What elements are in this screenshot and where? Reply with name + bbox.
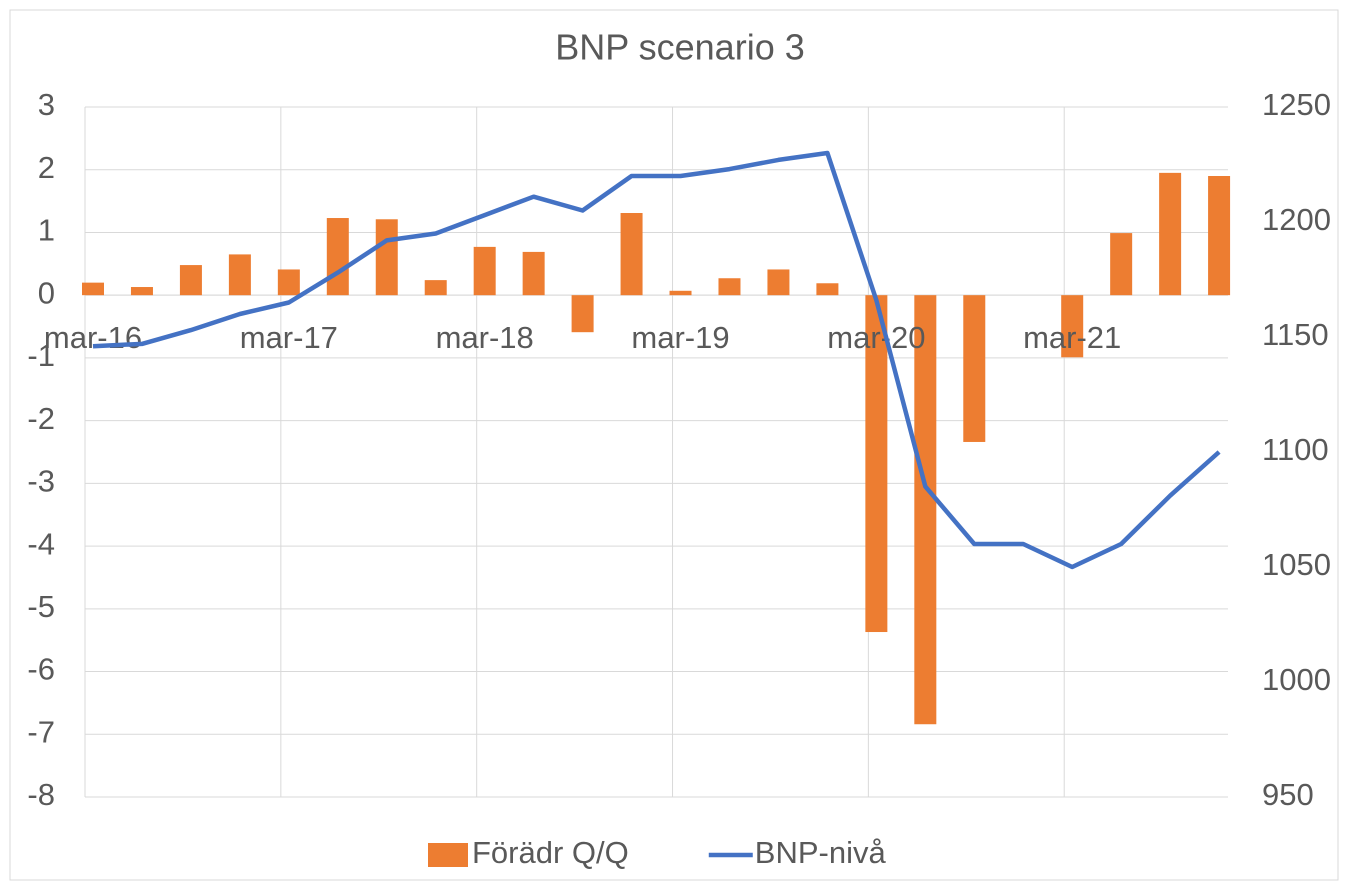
y2-tick-label: 1150	[1262, 317, 1329, 352]
legend-label: BNP-nivå	[755, 835, 887, 870]
bar	[571, 295, 594, 333]
bar	[179, 265, 202, 296]
x-tick-label: mar-17	[240, 320, 338, 355]
bar	[375, 219, 398, 296]
bar	[326, 218, 349, 296]
y-tick-label: -4	[27, 526, 55, 561]
legend-label: Förädr Q/Q	[472, 835, 629, 870]
bar	[620, 213, 643, 296]
x-tick-label: mar-20	[827, 320, 925, 355]
bar	[816, 283, 839, 296]
bar	[718, 278, 741, 296]
y-tick-label: -1	[27, 338, 55, 373]
bar	[130, 287, 153, 296]
y-tick-label: 0	[38, 275, 55, 310]
y2-tick-label: 1050	[1262, 547, 1331, 582]
bar	[473, 246, 496, 296]
x-tick-label: mar-21	[1023, 320, 1121, 355]
bar	[228, 254, 251, 296]
bar	[865, 295, 888, 633]
y2-tick-label: 1200	[1262, 202, 1331, 237]
y2-tick-label: 950	[1262, 777, 1314, 812]
line	[92, 150, 1221, 570]
bar	[1208, 176, 1231, 296]
y-tick-label: -3	[27, 464, 55, 499]
y-tick-label: 2	[38, 150, 55, 185]
bar	[277, 269, 300, 296]
x-tick-label: mar-19	[631, 320, 729, 355]
y-tick-label: 1	[38, 213, 55, 248]
y-tick-label: 3	[38, 87, 55, 122]
bar	[914, 295, 937, 725]
y-tick-label: -5	[27, 589, 55, 624]
x-tick-label: mar-16	[44, 320, 142, 355]
y-tick-label: -8	[27, 777, 55, 812]
bar	[767, 269, 790, 296]
y-tick-label: -7	[27, 714, 55, 749]
bar	[1061, 295, 1084, 358]
chart-title: BNP scenario 3	[555, 27, 804, 68]
bar	[669, 290, 692, 296]
bar	[1159, 172, 1182, 296]
chart-border	[9, 9, 1339, 881]
y2-tick-label: 1250	[1262, 87, 1331, 122]
y2-tick-label: 1000	[1262, 662, 1331, 697]
x-tick-label: mar-18	[436, 320, 534, 355]
bar	[963, 295, 986, 442]
y-tick-label: -6	[27, 652, 55, 687]
bar	[1110, 233, 1133, 296]
y2-tick-label: 1100	[1262, 432, 1329, 467]
bar	[82, 282, 104, 296]
y-tick-label: -2	[27, 401, 55, 436]
bar	[424, 280, 447, 296]
legend-swatch	[428, 843, 468, 867]
bar	[522, 251, 545, 296]
